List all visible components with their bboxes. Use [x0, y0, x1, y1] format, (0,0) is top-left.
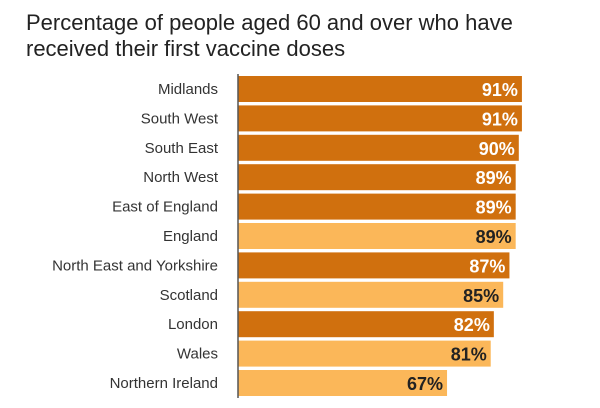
value-label-south-east: 90% — [479, 139, 515, 159]
category-label-scotland: Scotland — [160, 287, 218, 304]
value-label-scotland: 85% — [463, 286, 499, 306]
value-label-london: 82% — [454, 315, 490, 335]
value-label-north-east-and-yorkshire: 87% — [469, 256, 505, 276]
value-label-wales: 81% — [451, 345, 487, 365]
value-label-midlands: 91% — [482, 80, 518, 100]
bar-north-west — [238, 164, 516, 191]
bar-england — [238, 223, 516, 249]
category-label-south-west: South West — [141, 110, 219, 127]
bar-east-of-england — [238, 193, 516, 220]
category-label-northern-ireland: Northern Ireland — [110, 375, 218, 392]
value-labels: 91% 91% 90% 89% 89% 89% 87% 85% 82% 81% 67% — [407, 80, 518, 394]
category-label-wales: Wales — [177, 346, 218, 363]
category-label-east-of-england: East of England — [112, 199, 218, 216]
value-label-north-west: 89% — [476, 168, 512, 188]
category-label-london: London — [168, 316, 218, 333]
category-label-south-east: South East — [145, 140, 219, 157]
category-label-england: England — [163, 228, 218, 245]
bar-wales — [238, 340, 491, 367]
value-label-northern-ireland: 67% — [407, 374, 443, 394]
category-labels: Midlands South West South East North West Ea… — [52, 81, 219, 392]
category-label-north-east-and-yorkshire: North East and Yorkshire — [52, 257, 218, 274]
value-label-england: 89% — [476, 227, 512, 247]
bar-northern-ireland — [238, 370, 448, 396]
chart-title: Percentage of people aged 60 and over wh… — [26, 10, 513, 61]
bar-south-east — [238, 134, 519, 161]
bar-north-east-and-yorkshire — [238, 252, 510, 279]
bars-group — [238, 76, 522, 396]
bar-south-west — [238, 105, 522, 132]
bar-london — [238, 311, 494, 338]
category-label-midlands: Midlands — [158, 81, 218, 98]
bar-midlands — [238, 76, 522, 102]
value-label-south-west: 91% — [482, 109, 518, 129]
category-label-north-west: North West — [143, 169, 219, 186]
bar-scotland — [238, 281, 504, 308]
value-label-east-of-england: 89% — [476, 198, 512, 218]
